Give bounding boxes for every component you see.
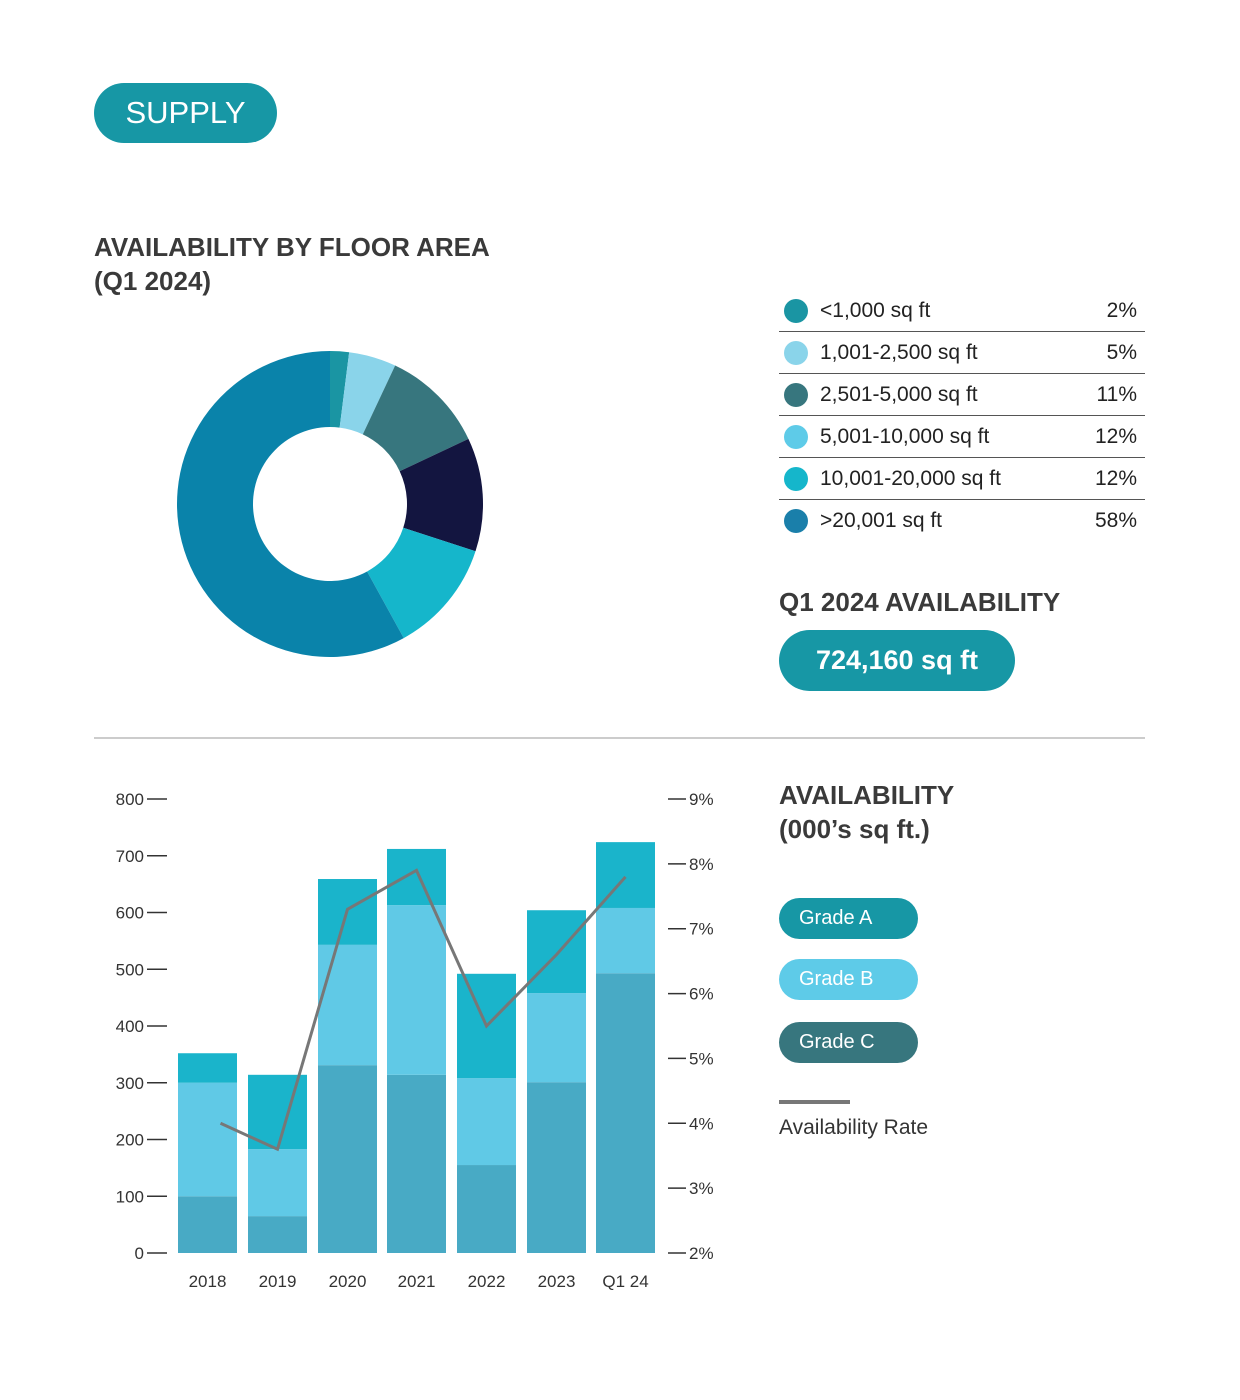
legend-row: 10,001-20,000 sq ft 12% bbox=[779, 458, 1145, 500]
legend-row: 5,001-10,000 sq ft 12% bbox=[779, 416, 1145, 458]
legend-row: <1,000 sq ft 2% bbox=[779, 290, 1145, 332]
bar-chart: 0 100 200 300 400 500 600 700 800 2% 3% 4% 5% 6% 7% 8% 9… bbox=[116, 790, 714, 1291]
donut-slice bbox=[362, 365, 469, 472]
legend-dot bbox=[784, 424, 808, 449]
bar-segment bbox=[387, 848, 446, 906]
availability-value: 724,160 sq ft bbox=[779, 630, 1015, 691]
legend-label: 5,001-10,000 sq ft bbox=[820, 424, 990, 448]
donut-title-line1: AVAILABILITY BY FLOOR AREA bbox=[94, 232, 490, 262]
donut-chart bbox=[176, 351, 483, 657]
bar-chart-title: AVAILABILITY (000’s sq ft.) bbox=[779, 778, 954, 846]
legend-label: >20,001 sq ft bbox=[820, 508, 943, 532]
donut-title: AVAILABILITY BY FLOOR AREA (Q1 2024) bbox=[94, 230, 490, 298]
y2-tick-label: 8% bbox=[689, 855, 714, 874]
bar-title-line1: AVAILABILITY bbox=[779, 780, 955, 810]
bar-segment bbox=[596, 973, 655, 1253]
y-tick-label: 400 bbox=[116, 1017, 144, 1036]
bar-segment bbox=[248, 1216, 307, 1253]
x-tick-label: 2019 bbox=[259, 1272, 297, 1291]
legend-label: 1,001-2,500 sq ft bbox=[820, 340, 978, 364]
bar-segment bbox=[248, 1149, 307, 1217]
y-tick-label: 200 bbox=[116, 1131, 144, 1150]
legend-label: 2,501-5,000 sq ft bbox=[820, 382, 978, 406]
bar-segment bbox=[527, 1082, 586, 1253]
bar-segment bbox=[527, 993, 586, 1083]
y-tick-label: 800 bbox=[116, 790, 144, 809]
y2-tick-label: 3% bbox=[689, 1179, 714, 1198]
y2-tick-label: 2% bbox=[689, 1244, 714, 1263]
legend-value: 2% bbox=[1106, 298, 1137, 322]
bar-segment bbox=[178, 1196, 237, 1253]
legend-grade-c: Grade C bbox=[779, 1022, 918, 1063]
divider bbox=[94, 737, 1145, 739]
legend-grade-b: Grade B bbox=[779, 959, 918, 1000]
legend-value: 5% bbox=[1106, 340, 1137, 364]
donut-slice bbox=[176, 351, 404, 657]
legend-dot bbox=[784, 382, 808, 407]
x-tick-label: Q1 24 bbox=[602, 1272, 648, 1291]
legend-label: 10,001-20,000 sq ft bbox=[820, 466, 1001, 490]
donut-title-line2: (Q1 2024) bbox=[94, 266, 212, 296]
y2-tick-label: 9% bbox=[689, 790, 714, 809]
y-tick-label: 100 bbox=[116, 1187, 144, 1206]
bar-title-line2: (000’s sq ft.) bbox=[779, 814, 930, 844]
bar-segment bbox=[178, 1082, 237, 1197]
rate-line bbox=[219, 868, 627, 1152]
x-tick-label: 2023 bbox=[538, 1272, 576, 1291]
y-tick-label: 300 bbox=[116, 1074, 144, 1093]
y-tick-label: 700 bbox=[116, 847, 144, 866]
legend-dot bbox=[784, 298, 808, 323]
y-tick-label: 500 bbox=[116, 960, 144, 979]
donut-slice bbox=[399, 438, 483, 552]
bar-segment bbox=[387, 1074, 446, 1253]
legend-row: 1,001-2,500 sq ft 5% bbox=[779, 332, 1145, 374]
donut-legend: <1,000 sq ft 2% 1,001-2,500 sq ft 5% 2,501-5… bbox=[779, 290, 1145, 541]
legend-row: >20,001 sq ft 58% bbox=[779, 500, 1145, 541]
x-tick-label: 2021 bbox=[398, 1272, 436, 1291]
bar-segment bbox=[457, 1078, 516, 1166]
bar-segment bbox=[527, 910, 586, 994]
y2-tick-label: 7% bbox=[689, 920, 714, 939]
donut-slice bbox=[367, 527, 476, 639]
legend-label: <1,000 sq ft bbox=[820, 298, 931, 322]
y2-tick-label: 5% bbox=[689, 1049, 714, 1068]
y2-tick-label: 6% bbox=[689, 985, 714, 1004]
legend-value: 12% bbox=[1094, 466, 1137, 490]
donut-slice bbox=[339, 352, 396, 435]
bar-segment bbox=[178, 1053, 237, 1083]
y-tick-label: 0 bbox=[135, 1244, 144, 1263]
legend-dot bbox=[784, 466, 808, 491]
legend-dot bbox=[784, 508, 808, 533]
legend-grade-a: Grade A bbox=[779, 898, 918, 939]
legend-rate-label: Availability Rate bbox=[779, 1116, 929, 1139]
legend-rate-line bbox=[779, 1100, 850, 1104]
x-tick-label: 2022 bbox=[468, 1272, 506, 1291]
y2-tick-label: 4% bbox=[689, 1114, 714, 1133]
y-tick-label: 600 bbox=[116, 904, 144, 923]
x-tick-label: 2020 bbox=[329, 1272, 367, 1291]
donut-slice bbox=[330, 351, 350, 428]
legend-row: 2,501-5,000 sq ft 11% bbox=[779, 374, 1145, 416]
bar-segment bbox=[248, 1074, 307, 1150]
availability-label: Q1 2024 AVAILABILITY bbox=[779, 587, 1061, 617]
legend-value: 12% bbox=[1094, 424, 1137, 448]
legend-dot bbox=[784, 340, 808, 365]
bar-segment bbox=[596, 907, 655, 974]
legend-value: 58% bbox=[1094, 508, 1137, 532]
bar-segment bbox=[387, 905, 446, 1075]
x-tick-label: 2018 bbox=[189, 1272, 227, 1291]
legend-value: 11% bbox=[1096, 382, 1137, 406]
bar-segment bbox=[318, 944, 377, 1066]
section-label: SUPPLY bbox=[94, 83, 277, 143]
bar-segment bbox=[457, 1165, 516, 1253]
bar-segment bbox=[318, 1065, 377, 1253]
